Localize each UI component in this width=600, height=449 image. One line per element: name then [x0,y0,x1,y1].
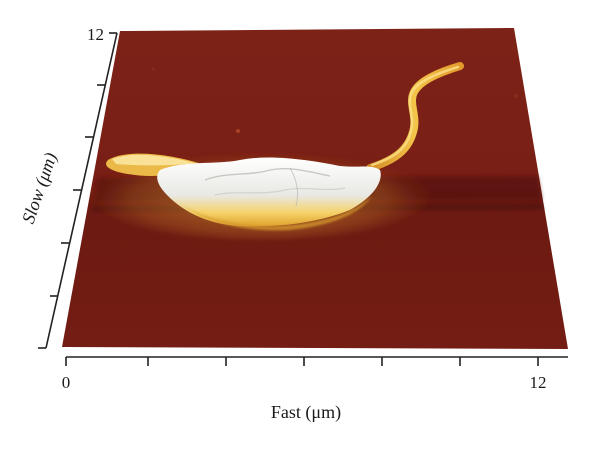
slow-axis-label: Slow (μm) [18,150,62,226]
cell [90,62,464,240]
fast-axis-label: Fast (μm) [271,402,341,423]
cell-ridge [289,167,299,207]
fast-axis: 0 12 Fast (μm) [62,356,568,423]
surface-speck [151,67,155,71]
cell-left-end-shine [112,154,195,166]
fast-axis-tick-label-max: 12 [530,373,547,392]
cell-body-shadow [175,196,372,231]
cell-ridge [214,187,346,196]
surface-speck [236,129,240,133]
fast-axis-tick-label-min: 0 [62,373,71,392]
cell-ridge [204,167,331,181]
cell-flagellum-highlight [370,65,460,167]
surface-speck [514,94,518,98]
slow-axis-tick-label-max: 12 [87,25,104,44]
